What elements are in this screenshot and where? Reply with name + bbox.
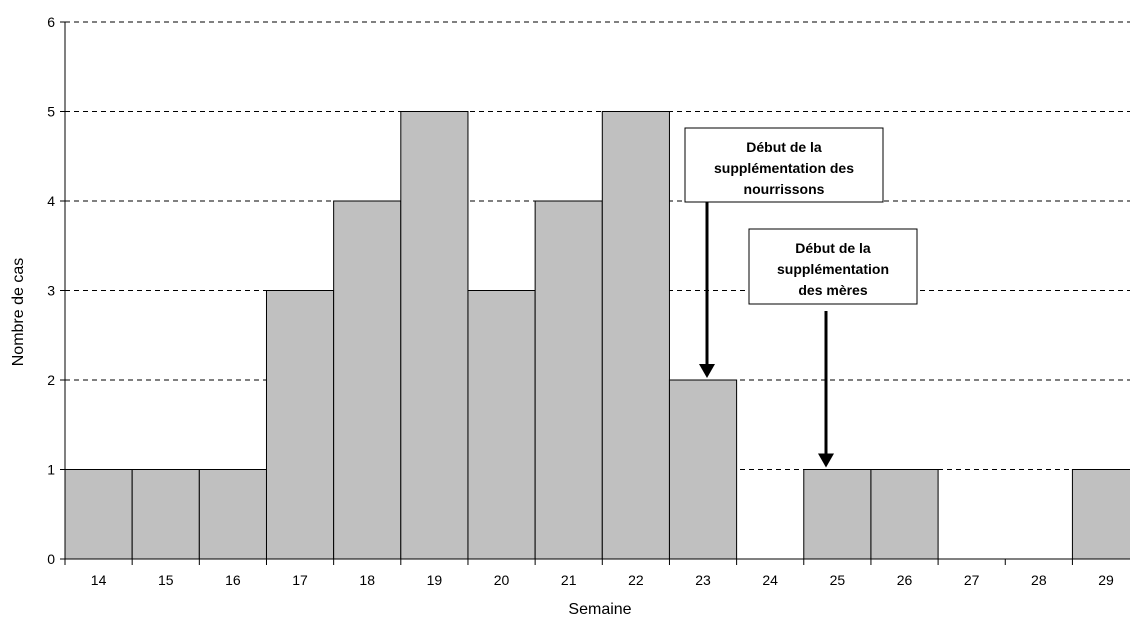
annotation-box	[748, 228, 918, 305]
x-tick-label: 18	[359, 572, 375, 588]
bar	[467, 290, 536, 560]
x-tick-label: 24	[762, 572, 778, 588]
x-tick-label: 15	[158, 572, 174, 588]
bar	[333, 200, 402, 560]
annotation-text: nourrissons	[744, 181, 825, 197]
x-tick-label: 17	[292, 572, 308, 588]
x-tick-label: 21	[561, 572, 577, 588]
annotation-box	[684, 127, 884, 203]
x-tick-label: 14	[91, 572, 107, 588]
bar	[64, 469, 133, 560]
annotations: Début de la supplémentation des nourrisson…	[684, 127, 918, 468]
y-tick-label: 0	[47, 551, 55, 567]
bar	[601, 111, 670, 560]
bar	[534, 200, 603, 560]
x-tick-label: 16	[225, 572, 241, 588]
bar	[1071, 469, 1130, 560]
bar	[803, 469, 872, 560]
x-tick-label: 26	[897, 572, 913, 588]
y-tick-label: 4	[47, 193, 55, 209]
annotation-arrow-head	[699, 364, 715, 378]
bar	[265, 290, 335, 560]
x-tick-label: 23	[695, 572, 711, 588]
x-tick-label: 25	[830, 572, 846, 588]
bars	[64, 111, 1130, 560]
annotation-arrow-head	[818, 453, 834, 468]
annotation-text: supplémentation	[777, 261, 889, 277]
annotation-text: Début de la	[795, 240, 871, 256]
x-tick-label: 22	[628, 572, 644, 588]
x-tick-label: 29	[1098, 572, 1114, 588]
bar	[400, 111, 469, 560]
x-tick-label: 28	[1031, 572, 1047, 588]
bar	[668, 379, 738, 560]
x-axis-title: Semaine	[568, 601, 631, 618]
annotation-text: des mères	[798, 282, 867, 298]
x-tick-label: 27	[964, 572, 980, 588]
y-tick-label: 1	[47, 462, 55, 478]
y-tick-label: 3	[47, 283, 55, 299]
y-tick-label: 5	[47, 104, 55, 120]
x-tick-label: 19	[427, 572, 443, 588]
bar	[198, 469, 267, 560]
x-tick-label: 20	[494, 572, 510, 588]
y-axis-title: Nombre de cas	[10, 258, 27, 367]
annotation-text: Début de la	[746, 139, 822, 155]
y-tick-label: 6	[47, 14, 55, 30]
bar	[131, 469, 200, 560]
y-tick-label: 2	[47, 372, 55, 388]
bar	[870, 469, 939, 560]
annotation-text: supplémentation des	[714, 160, 854, 176]
